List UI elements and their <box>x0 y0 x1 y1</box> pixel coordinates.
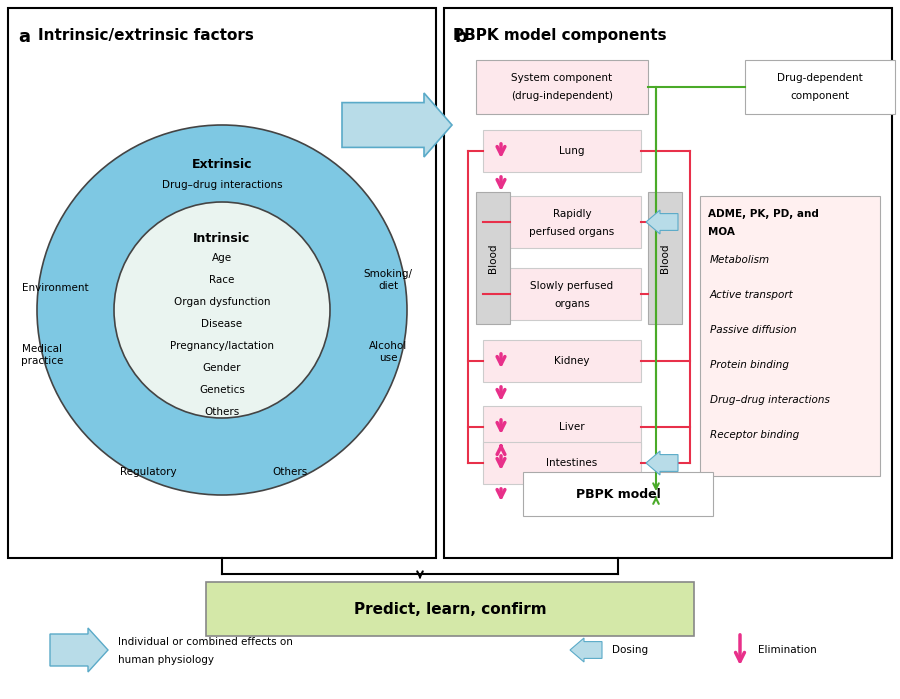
Polygon shape <box>646 210 678 234</box>
Text: Environment: Environment <box>22 283 88 293</box>
Text: Disease: Disease <box>202 319 243 329</box>
Text: Age: Age <box>212 253 232 263</box>
Bar <box>476 60 648 114</box>
Text: PBPK model: PBPK model <box>576 487 661 500</box>
Text: Organ dysfunction: Organ dysfunction <box>174 297 270 307</box>
Text: Smoking/
diet: Smoking/ diet <box>364 269 412 291</box>
Text: human physiology: human physiology <box>118 655 214 665</box>
Text: Liver: Liver <box>559 422 585 432</box>
Bar <box>483 268 641 320</box>
Text: Genetics: Genetics <box>199 385 245 395</box>
Text: perfused organs: perfused organs <box>529 227 615 237</box>
Text: Blood: Blood <box>488 243 498 273</box>
Text: Drug–drug interactions: Drug–drug interactions <box>710 395 830 405</box>
Text: Blood: Blood <box>660 243 670 273</box>
Text: a: a <box>18 28 30 46</box>
Text: organs: organs <box>554 299 590 309</box>
Text: Alcohol
use: Alcohol use <box>369 341 407 363</box>
Text: component: component <box>790 91 850 101</box>
Text: Kidney: Kidney <box>554 356 590 366</box>
Text: MOA: MOA <box>708 227 735 237</box>
Text: Regulatory: Regulatory <box>120 467 176 477</box>
Text: Individual or combined effects on: Individual or combined effects on <box>118 637 292 647</box>
Text: Drug-dependent: Drug-dependent <box>777 73 863 83</box>
Text: b: b <box>454 28 467 46</box>
Text: Others: Others <box>273 467 308 477</box>
Polygon shape <box>570 638 602 662</box>
Bar <box>648 192 682 324</box>
Circle shape <box>37 125 407 495</box>
Text: Rapidly: Rapidly <box>553 209 591 219</box>
Text: Receptor binding: Receptor binding <box>710 430 799 440</box>
Bar <box>483 340 641 382</box>
Bar <box>700 196 880 476</box>
Text: System component: System component <box>511 73 613 83</box>
Text: Metabolism: Metabolism <box>710 255 770 265</box>
Bar <box>483 196 641 248</box>
Text: Extrinsic: Extrinsic <box>192 159 252 171</box>
Text: Elimination: Elimination <box>758 645 817 655</box>
Polygon shape <box>342 93 452 157</box>
Text: PBPK model components: PBPK model components <box>454 28 667 43</box>
Text: Intrinsic: Intrinsic <box>194 231 250 245</box>
Bar <box>483 130 641 172</box>
Text: Active transport: Active transport <box>710 290 794 300</box>
Text: Intrinsic/extrinsic factors: Intrinsic/extrinsic factors <box>38 28 254 43</box>
Polygon shape <box>50 628 108 672</box>
Polygon shape <box>646 451 678 475</box>
Text: Others: Others <box>204 407 239 417</box>
Text: Pregnancy/lactation: Pregnancy/lactation <box>170 341 274 351</box>
Text: Intestines: Intestines <box>546 458 598 468</box>
Bar <box>523 472 713 516</box>
Bar <box>8 8 436 558</box>
Bar <box>444 8 892 558</box>
Text: Slowly perfused: Slowly perfused <box>530 281 614 291</box>
Text: Passive diffusion: Passive diffusion <box>710 325 796 335</box>
Text: Lung: Lung <box>559 146 585 156</box>
Bar <box>483 406 641 448</box>
Text: Gender: Gender <box>202 363 241 373</box>
Text: Race: Race <box>210 275 235 285</box>
Bar <box>745 60 895 114</box>
Circle shape <box>114 202 330 418</box>
Text: ADME, PK, PD, and: ADME, PK, PD, and <box>708 209 819 219</box>
Text: Dosing: Dosing <box>612 645 648 655</box>
Bar <box>483 442 641 484</box>
Text: Protein binding: Protein binding <box>710 360 789 370</box>
Bar <box>476 192 510 324</box>
Bar <box>206 582 694 636</box>
Text: Medical
practice: Medical practice <box>21 344 63 366</box>
Text: (drug-independent): (drug-independent) <box>511 91 613 101</box>
Text: Predict, learn, confirm: Predict, learn, confirm <box>354 602 546 617</box>
Text: Drug–drug interactions: Drug–drug interactions <box>162 180 283 190</box>
